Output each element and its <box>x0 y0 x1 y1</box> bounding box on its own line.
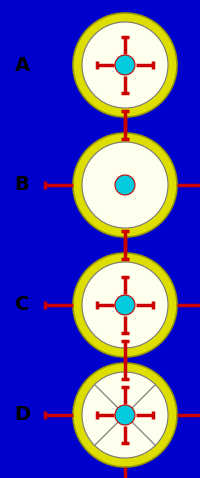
Circle shape <box>82 142 168 228</box>
Circle shape <box>115 55 135 75</box>
Circle shape <box>82 22 168 108</box>
Text: D: D <box>14 405 30 424</box>
Circle shape <box>115 175 135 195</box>
Circle shape <box>73 253 177 357</box>
Circle shape <box>73 133 177 237</box>
Circle shape <box>115 405 135 425</box>
Circle shape <box>82 262 168 348</box>
Circle shape <box>73 363 177 467</box>
Text: C: C <box>15 295 29 315</box>
Circle shape <box>73 13 177 117</box>
Circle shape <box>82 372 168 458</box>
Circle shape <box>115 295 135 315</box>
Text: B: B <box>15 175 29 195</box>
Text: A: A <box>14 55 30 75</box>
